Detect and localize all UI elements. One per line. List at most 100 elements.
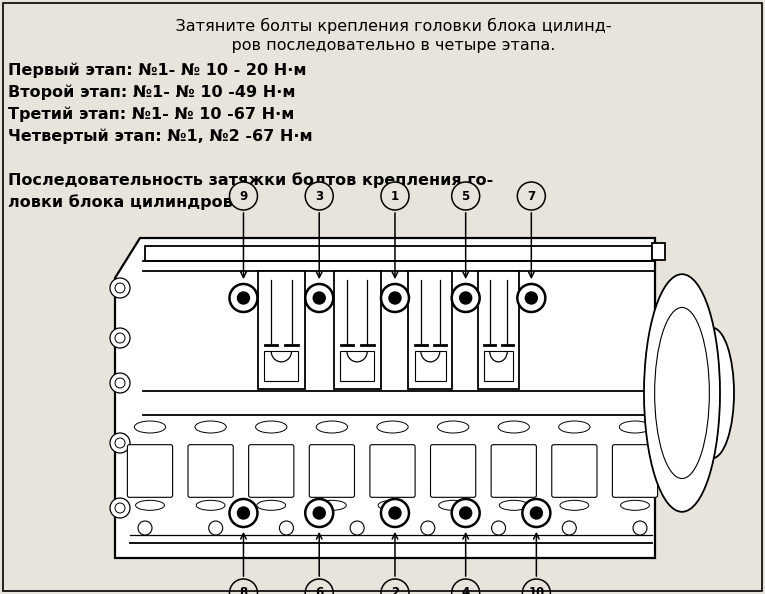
Text: 1: 1	[391, 189, 399, 203]
Circle shape	[517, 284, 545, 312]
Text: 8: 8	[239, 586, 248, 594]
Circle shape	[110, 433, 130, 453]
Circle shape	[115, 283, 125, 293]
Circle shape	[110, 328, 130, 348]
Text: Затяните болты крепления головки блока цилинд-: Затяните болты крепления головки блока ц…	[155, 18, 611, 34]
Circle shape	[305, 499, 334, 527]
Circle shape	[526, 292, 537, 304]
Ellipse shape	[378, 500, 407, 510]
Ellipse shape	[316, 421, 347, 433]
Circle shape	[451, 579, 480, 594]
Ellipse shape	[558, 421, 590, 433]
Circle shape	[209, 521, 223, 535]
Circle shape	[230, 182, 258, 210]
Circle shape	[460, 292, 472, 304]
Ellipse shape	[438, 421, 469, 433]
Circle shape	[115, 378, 125, 388]
Circle shape	[389, 292, 401, 304]
Circle shape	[110, 498, 130, 518]
Bar	[478, 271, 519, 389]
Ellipse shape	[377, 421, 409, 433]
Circle shape	[389, 507, 401, 519]
Bar	[340, 351, 374, 381]
Ellipse shape	[135, 500, 164, 510]
Ellipse shape	[620, 421, 651, 433]
Ellipse shape	[644, 274, 720, 512]
Text: Четвертый этап: №1, №2 -67 Н·м: Четвертый этап: №1, №2 -67 Н·м	[8, 128, 313, 144]
Ellipse shape	[690, 328, 734, 459]
Text: 10: 10	[529, 586, 545, 594]
FancyBboxPatch shape	[491, 445, 536, 497]
Circle shape	[460, 507, 472, 519]
FancyBboxPatch shape	[188, 445, 233, 497]
Bar	[483, 351, 513, 381]
Circle shape	[305, 579, 334, 594]
Text: Последовательность затяжки болтов крепления го-: Последовательность затяжки болтов крепле…	[8, 172, 493, 188]
Circle shape	[381, 182, 409, 210]
Circle shape	[115, 333, 125, 343]
Circle shape	[279, 521, 294, 535]
Circle shape	[305, 284, 334, 312]
Ellipse shape	[135, 421, 166, 433]
Circle shape	[237, 507, 249, 519]
Ellipse shape	[256, 421, 287, 433]
Polygon shape	[145, 246, 652, 261]
Bar	[415, 351, 446, 381]
Bar	[265, 351, 298, 381]
Text: Третий этап: №1- № 10 -67 Н·м: Третий этап: №1- № 10 -67 Н·м	[8, 106, 295, 122]
Circle shape	[381, 284, 409, 312]
Text: 6: 6	[315, 586, 324, 594]
Text: ров последовательно в четыре этапа.: ров последовательно в четыре этапа.	[211, 38, 555, 53]
Circle shape	[313, 292, 325, 304]
Bar	[409, 271, 452, 389]
FancyBboxPatch shape	[249, 445, 294, 497]
Text: 2: 2	[391, 586, 399, 594]
Circle shape	[230, 284, 258, 312]
Circle shape	[633, 521, 647, 535]
Bar	[258, 271, 304, 389]
Circle shape	[110, 373, 130, 393]
Circle shape	[115, 438, 125, 448]
Ellipse shape	[500, 500, 528, 510]
Bar	[334, 271, 380, 389]
Ellipse shape	[560, 500, 589, 510]
Ellipse shape	[196, 500, 225, 510]
Circle shape	[305, 182, 334, 210]
Circle shape	[562, 521, 576, 535]
Circle shape	[237, 292, 249, 304]
Text: 9: 9	[239, 189, 248, 203]
Ellipse shape	[317, 500, 347, 510]
Text: 5: 5	[461, 189, 470, 203]
Circle shape	[522, 579, 550, 594]
Text: 4: 4	[461, 586, 470, 594]
Circle shape	[530, 507, 542, 519]
Ellipse shape	[620, 500, 649, 510]
FancyBboxPatch shape	[370, 445, 415, 497]
Ellipse shape	[498, 421, 529, 433]
Polygon shape	[115, 238, 655, 558]
Circle shape	[421, 521, 435, 535]
Circle shape	[517, 182, 545, 210]
FancyBboxPatch shape	[309, 445, 354, 497]
FancyBboxPatch shape	[128, 445, 173, 497]
Circle shape	[522, 499, 550, 527]
Polygon shape	[652, 243, 665, 260]
FancyBboxPatch shape	[613, 445, 658, 497]
Circle shape	[313, 507, 325, 519]
Circle shape	[451, 499, 480, 527]
Circle shape	[492, 521, 506, 535]
Text: Второй этап: №1- № 10 -49 Н·м: Второй этап: №1- № 10 -49 Н·м	[8, 84, 295, 100]
FancyBboxPatch shape	[552, 445, 597, 497]
Text: 3: 3	[315, 189, 324, 203]
Text: ловки блока цилиндров: ловки блока цилиндров	[8, 194, 233, 210]
FancyBboxPatch shape	[431, 445, 476, 497]
Circle shape	[350, 521, 364, 535]
Circle shape	[451, 284, 480, 312]
Circle shape	[381, 499, 409, 527]
Ellipse shape	[195, 421, 226, 433]
Circle shape	[381, 579, 409, 594]
Circle shape	[230, 579, 258, 594]
Ellipse shape	[257, 500, 285, 510]
Circle shape	[230, 499, 258, 527]
Circle shape	[138, 521, 152, 535]
